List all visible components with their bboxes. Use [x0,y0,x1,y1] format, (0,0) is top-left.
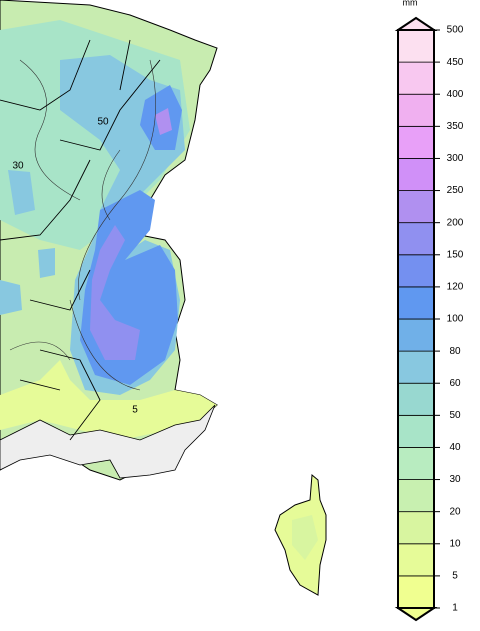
border [0,39,161,441]
contour-label: 50 [97,117,109,128]
color-legend: mm 1 5 10 20 30 40 50 60 80 100 120 150 200 250 300 350… [394,0,464,622]
zone-w [0,170,55,315]
corsica-zone [292,515,318,560]
legend-segment [397,286,435,320]
legend-segment [397,543,435,577]
legend-segment [397,222,435,256]
legend-tick-label: 350 [447,121,464,132]
legend-segment [397,414,435,448]
zone-core [155,108,172,135]
legend-unit: mm [403,0,418,7]
legend-tick-label: 300 [447,153,464,164]
map: 50 30 5 [0,0,327,596]
legend-tick-label: 400 [447,89,464,100]
legend-segment [397,318,435,352]
legend-segment [397,575,435,609]
legend-tick-label: 40 [449,442,461,453]
legend-tick-label: 60 [449,378,461,389]
contour [9,59,156,391]
legend-tick-label: 5 [452,571,458,582]
legend-segment [397,29,435,63]
legend-segment [397,125,435,159]
legend-tick-label: 120 [447,282,464,293]
legend-segment [397,447,435,480]
legend-tick-label: 150 [447,249,464,260]
legend-tick-label: 20 [449,506,461,517]
legend-tick-label: 450 [447,57,464,68]
contour-label: 30 [12,161,24,172]
zone-grey [0,404,216,479]
legend-tick-label: 10 [449,538,461,549]
zone-150 [90,225,140,360]
legend-segment [397,511,435,545]
legend-segment [397,93,435,127]
legend-tick-label: 80 [449,346,461,357]
legend-tick-label: 100 [447,314,464,325]
legend-segment [397,479,435,513]
legend-segment [397,350,435,384]
legend-tick-label: 500 [447,25,464,36]
legend-tick-label: 250 [447,185,464,196]
legend-segment [397,61,435,95]
legend-segment [397,190,435,224]
legend-tick-label: 1 [452,603,458,614]
zone-10 [0,360,217,440]
legend-segment [397,382,435,416]
contour-label: 5 [132,405,138,416]
legend-arrow-top [394,16,438,31]
legend-tick-label: 30 [449,474,461,485]
legend-tick-label: 50 [449,410,461,421]
legend-arrow-bottom [394,607,438,622]
legend-segment [397,254,435,288]
legend-tick-label: 200 [447,217,464,228]
legend-segment [397,158,435,191]
